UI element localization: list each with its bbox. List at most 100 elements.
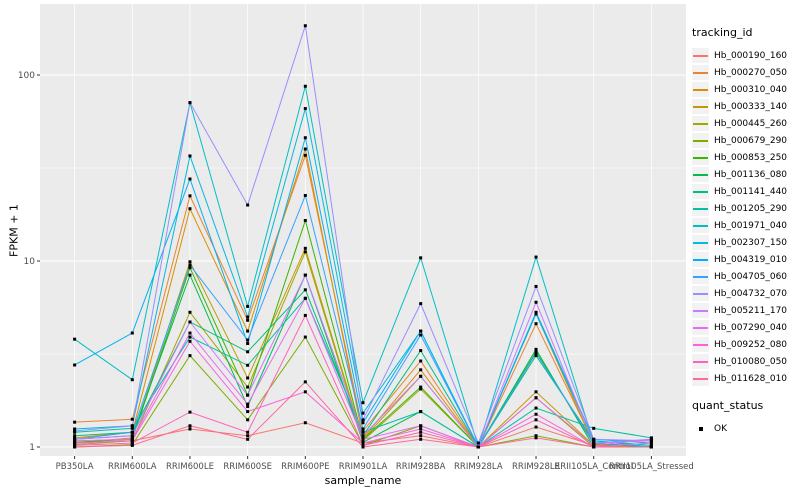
data-point xyxy=(361,441,365,445)
data-point xyxy=(130,378,134,382)
legend-line-icon xyxy=(693,292,708,295)
legend-key-swatch xyxy=(692,235,709,250)
data-point xyxy=(246,434,250,438)
data-point xyxy=(592,443,596,447)
data-point xyxy=(649,445,653,449)
data-point xyxy=(419,387,423,391)
data-point xyxy=(188,101,192,105)
legend-line-icon xyxy=(693,258,708,261)
data-point xyxy=(534,347,538,351)
data-point xyxy=(361,427,365,431)
legend-item-label: Hb_000445_260 xyxy=(714,118,788,129)
x-tick-label: PB350LA xyxy=(56,462,94,472)
legend-line-icon xyxy=(693,139,708,142)
legend-item: Hb_000853_250 xyxy=(692,149,798,166)
data-point xyxy=(73,337,77,341)
legend-item: Hb_000333_140 xyxy=(692,98,798,115)
data-point xyxy=(303,107,307,111)
legend-item-label: Hb_000190_160 xyxy=(714,50,788,61)
data-point xyxy=(73,429,77,433)
legend-line-icon xyxy=(693,122,708,125)
data-point xyxy=(534,425,538,429)
legend-item: Hb_004705_060 xyxy=(692,268,798,285)
legend-item-label: Hb_001205_290 xyxy=(714,203,788,214)
data-point xyxy=(361,437,365,441)
legend-item-label: Hb_001136_080 xyxy=(714,169,788,180)
x-tick-label: RRIM928LA xyxy=(454,462,503,472)
data-point xyxy=(476,445,480,449)
data-point xyxy=(419,349,423,353)
data-point xyxy=(419,385,423,389)
data-point xyxy=(361,411,365,415)
data-point xyxy=(303,193,307,197)
data-point xyxy=(188,335,192,339)
x-tick-label: RRIM928LE xyxy=(512,462,560,472)
data-point xyxy=(534,390,538,394)
x-tick-label: RRIM901LA xyxy=(339,462,388,472)
data-point xyxy=(246,430,250,434)
data-point xyxy=(534,300,538,304)
data-point xyxy=(73,363,77,367)
x-tick-label: RRIM600LE xyxy=(166,462,214,472)
legend-item: Hb_004319_010 xyxy=(692,251,798,268)
data-point xyxy=(246,405,250,409)
data-point xyxy=(246,350,250,354)
legend-item-label: Hb_011628_010 xyxy=(714,373,788,384)
legend-item-label: Hb_004319_010 xyxy=(714,254,788,265)
legend-line-icon xyxy=(693,343,708,346)
black-square-point-icon xyxy=(698,426,703,431)
legend-line-icon xyxy=(693,88,708,91)
data-point xyxy=(188,339,192,343)
legend-line-icon xyxy=(693,377,708,380)
legend-key-swatch xyxy=(692,99,709,114)
legend-key-swatch xyxy=(692,82,709,97)
legend-line-icon xyxy=(693,190,708,193)
data-point xyxy=(246,437,250,441)
legend-item: Hb_000270_050 xyxy=(692,64,798,81)
data-point xyxy=(188,427,192,431)
x-tick-label: RRIM600LA xyxy=(108,462,157,472)
legend-key-swatch xyxy=(692,218,709,233)
data-point xyxy=(419,329,423,333)
legend-quant-label: OK xyxy=(714,423,727,434)
data-point xyxy=(361,443,365,447)
data-point xyxy=(534,354,538,358)
data-point xyxy=(419,359,423,363)
data-point xyxy=(534,351,538,355)
data-point xyxy=(534,436,538,440)
legend-item: Hb_000679_290 xyxy=(692,132,798,149)
legend-item-label: Hb_000310_040 xyxy=(714,84,788,95)
legend-key-swatch xyxy=(692,150,709,165)
data-point xyxy=(419,434,423,438)
data-point xyxy=(419,430,423,434)
data-point xyxy=(73,443,77,447)
legend-key-swatch xyxy=(692,116,709,131)
legend-item: Hb_005211_170 xyxy=(692,302,798,319)
data-point xyxy=(534,310,538,314)
data-point xyxy=(303,335,307,339)
data-point xyxy=(246,418,250,422)
data-point xyxy=(246,342,250,346)
data-point xyxy=(73,434,77,438)
data-point xyxy=(246,385,250,389)
data-point xyxy=(476,441,480,445)
legend-key-swatch xyxy=(692,337,709,352)
data-point xyxy=(419,410,423,414)
data-point xyxy=(130,434,134,438)
legend-title-tracking-id: tracking_id xyxy=(692,26,753,39)
legend-key-swatch xyxy=(692,184,709,199)
data-point xyxy=(649,443,653,447)
data-point xyxy=(534,322,538,326)
y-tick-label: 1 xyxy=(29,443,35,453)
data-point xyxy=(246,203,250,207)
data-point xyxy=(592,445,596,449)
legend-line-icon xyxy=(693,326,708,329)
data-point xyxy=(361,434,365,438)
data-point xyxy=(534,312,538,316)
legend-item: Hb_007290_040 xyxy=(692,319,798,336)
legend-title-quant-status: quant_status xyxy=(692,399,764,412)
data-point xyxy=(534,255,538,259)
legend-key-swatch xyxy=(692,320,709,335)
legend-item-label: Hb_010080_050 xyxy=(714,356,788,367)
